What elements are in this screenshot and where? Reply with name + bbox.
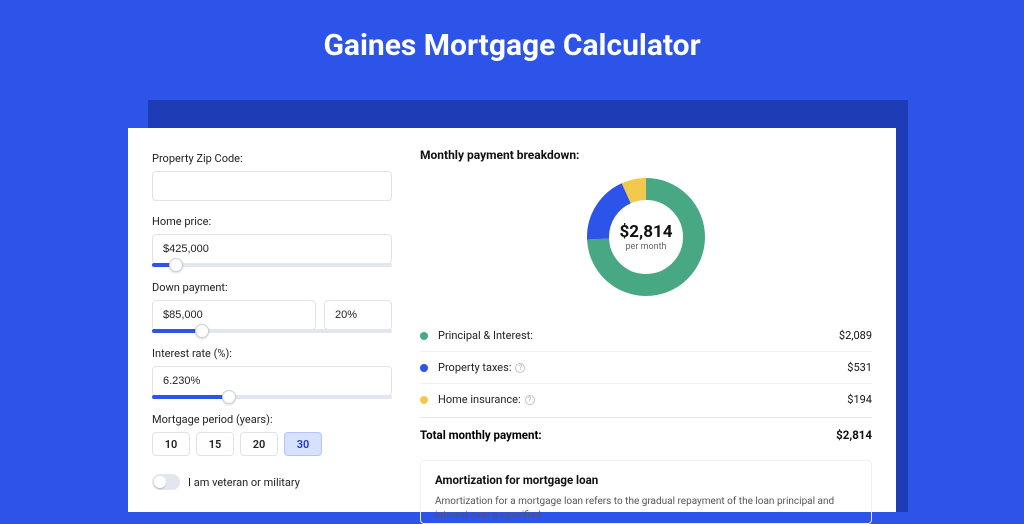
- down-label: Down payment:: [152, 281, 392, 294]
- info-icon[interactable]: ?: [515, 363, 525, 373]
- total-row: Total monthly payment: $2,814: [420, 417, 872, 454]
- amortization-title: Amortization for mortgage loan: [435, 473, 857, 487]
- legend-dot-tax: [420, 364, 428, 372]
- price-field: Home price:: [152, 215, 392, 267]
- rate-input[interactable]: [152, 366, 392, 396]
- price-label: Home price:: [152, 215, 392, 228]
- period-option-15[interactable]: 15: [196, 432, 234, 456]
- legend-value-tax: $531: [847, 361, 872, 374]
- donut-center: $2,814 per month: [620, 222, 673, 252]
- legend-label-ins: Home insurance:: [438, 393, 521, 406]
- legend-row-pi: Principal & Interest: $2,089: [420, 320, 872, 352]
- breakdown-title: Monthly payment breakdown:: [420, 148, 872, 162]
- form-column: Property Zip Code: Home price: Down paym…: [128, 128, 416, 512]
- period-option-10[interactable]: 10: [152, 432, 190, 456]
- legend-label-pi: Principal & Interest:: [438, 329, 533, 342]
- legend-dot-pi: [420, 332, 428, 340]
- rate-field: Interest rate (%):: [152, 347, 392, 399]
- amortization-card: Amortization for mortgage loan Amortizat…: [420, 460, 872, 524]
- legend-dot-ins: [420, 396, 428, 404]
- veteran-row: I am veteran or military: [152, 474, 392, 490]
- period-option-20[interactable]: 20: [240, 432, 278, 456]
- price-input[interactable]: [152, 234, 392, 264]
- rate-slider-thumb[interactable]: [222, 390, 236, 404]
- legend-row-tax: Property taxes:? $531: [420, 352, 872, 384]
- down-slider-thumb[interactable]: [195, 324, 209, 338]
- down-slider[interactable]: [152, 329, 392, 333]
- page-title: Gaines Mortgage Calculator: [0, 0, 1024, 85]
- total-label: Total monthly payment:: [420, 428, 542, 442]
- donut-wrap: $2,814 per month: [420, 174, 872, 300]
- donut-sub: per month: [620, 242, 673, 252]
- period-option-30[interactable]: 30: [284, 432, 322, 456]
- veteran-toggle[interactable]: [152, 474, 180, 490]
- legend-row-ins: Home insurance:? $194: [420, 384, 872, 415]
- calculator-panel: Property Zip Code: Home price: Down paym…: [128, 128, 896, 512]
- info-icon[interactable]: ?: [525, 395, 535, 405]
- price-slider[interactable]: [152, 263, 392, 267]
- period-options: 10152030: [152, 432, 392, 456]
- legend: Principal & Interest: $2,089 Property taxe…: [420, 320, 872, 415]
- results-column: Monthly payment breakdown: $2,814 per mo…: [416, 128, 896, 512]
- legend-value-ins: $194: [847, 393, 872, 406]
- donut-amount: $2,814: [620, 222, 673, 242]
- amortization-text: Amortization for a mortgage loan refers …: [435, 495, 857, 523]
- period-label: Mortgage period (years):: [152, 413, 392, 426]
- zip-label: Property Zip Code:: [152, 152, 392, 165]
- rate-slider[interactable]: [152, 395, 392, 399]
- price-slider-thumb[interactable]: [169, 258, 183, 272]
- total-value: $2,814: [836, 428, 872, 442]
- zip-field: Property Zip Code:: [152, 152, 392, 201]
- legend-value-pi: $2,089: [839, 329, 872, 342]
- down-pct-input[interactable]: [324, 300, 392, 330]
- legend-label-tax: Property taxes:: [438, 361, 511, 374]
- rate-label: Interest rate (%):: [152, 347, 392, 360]
- rate-slider-fill: [152, 395, 229, 399]
- period-field: Mortgage period (years): 10152030: [152, 413, 392, 456]
- down-amount-input[interactable]: [152, 300, 316, 330]
- veteran-label: I am veteran or military: [188, 476, 300, 489]
- zip-input[interactable]: [152, 171, 392, 201]
- down-field: Down payment:: [152, 281, 392, 333]
- donut-chart: $2,814 per month: [583, 174, 709, 300]
